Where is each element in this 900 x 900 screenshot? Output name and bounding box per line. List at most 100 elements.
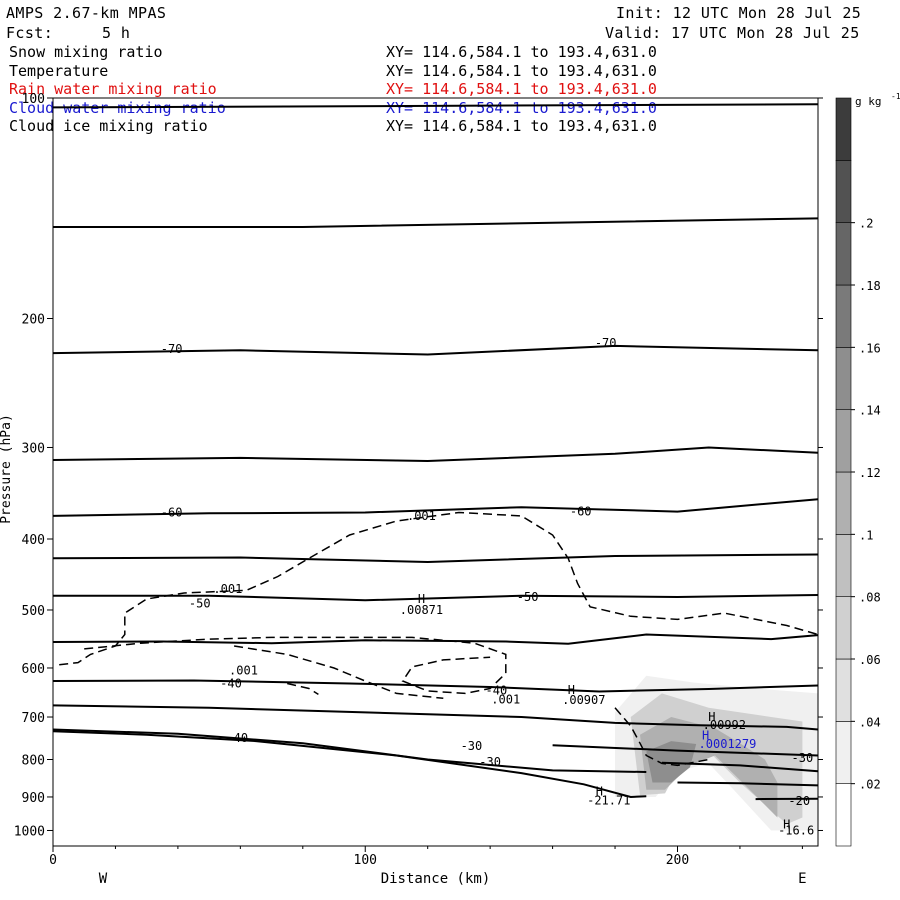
colorbar-segment xyxy=(835,97,852,161)
colorbar-tick-label: .04 xyxy=(859,715,881,729)
mixing-ratio-label: .001 xyxy=(407,509,436,523)
colorbar-segment xyxy=(835,222,852,286)
temperature-contour-label: -20 xyxy=(788,794,810,808)
field-xy-range: XY= 114.6,584.1 to 193.4,631.0 xyxy=(386,98,657,117)
temperature-contour xyxy=(552,744,819,757)
colorbar-units-exponent: -1 xyxy=(891,92,900,101)
x-axis-label: Distance (km) xyxy=(381,871,491,887)
colorbar-segment xyxy=(835,658,852,722)
plot-frame xyxy=(52,97,819,847)
y-tick-label: 1000 xyxy=(14,824,45,839)
snow-mixing-ratio-contour xyxy=(59,511,819,666)
colorbar-segment xyxy=(835,409,852,473)
temperature-contour-label: -60 xyxy=(161,505,183,519)
colorbar-tick-label: .1 xyxy=(859,528,873,542)
temperature-contour-label: -30 xyxy=(461,739,483,753)
temperature-contour xyxy=(52,553,819,564)
colorbar-segment xyxy=(835,160,852,223)
mixing-ratio-label: .0001279 xyxy=(699,737,757,751)
y-tick-label: 600 xyxy=(22,662,45,677)
east-label: E xyxy=(798,871,806,887)
colorbar-tick-label: .08 xyxy=(859,591,881,605)
snow-mixing-ratio-contour xyxy=(233,645,444,700)
y-tick-label: 500 xyxy=(22,604,45,619)
x-tick-label: 100 xyxy=(354,853,377,868)
y-tick-label: 300 xyxy=(22,441,45,456)
mixing-ratio-label: .00907 xyxy=(562,693,605,707)
mixing-ratio-label: .00992 xyxy=(703,718,746,732)
field-name: Cloud ice mixing ratio xyxy=(9,117,208,135)
field-xy-range: XY= 114.6,584.1 to 193.4,631.0 xyxy=(386,117,657,135)
snow-mixing-ratio-contour xyxy=(84,636,507,695)
forecast-hour: 5 h xyxy=(102,24,131,42)
temperature-contour-label: -40 xyxy=(486,683,508,697)
temperature-contour xyxy=(53,217,819,228)
colorbar-segment xyxy=(835,534,852,597)
temperature-contour-label: -70 xyxy=(161,342,183,356)
maximum-marker: H xyxy=(418,592,425,606)
field-xy-range: XY= 114.6,584.1 to 193.4,631.0 xyxy=(386,80,657,98)
field-name: Rain water mixing ratio xyxy=(9,80,217,98)
colorbar-tick-label: .12 xyxy=(859,466,881,480)
y-tick-label: 200 xyxy=(22,312,45,327)
temperature-contour-label: -40 xyxy=(226,731,248,745)
valid-time: Valid: 17 UTC Mon 28 Jul 25 xyxy=(605,24,860,42)
maximum-marker: H xyxy=(702,729,709,743)
colorbar-tick-label: .06 xyxy=(859,653,881,667)
field-name: Snow mixing ratio xyxy=(9,43,163,61)
colorbar-tick-label: .16 xyxy=(859,341,881,355)
temperature-contour xyxy=(52,446,819,463)
y-tick-label: 800 xyxy=(22,753,45,768)
y-tick-label: 900 xyxy=(22,791,45,806)
colorbar-tick-label: .02 xyxy=(859,778,881,792)
temperature-contour xyxy=(52,728,647,773)
temperature-contour xyxy=(52,679,819,693)
temperature-contour xyxy=(52,344,819,356)
colorbar-segment xyxy=(835,471,852,535)
temperature-contour xyxy=(52,633,819,645)
temperature-contour-label: -40 xyxy=(220,677,242,691)
temperature-contour-label: -21.71 xyxy=(587,793,630,807)
model-title: AMPS 2.67-km MPAS xyxy=(6,4,167,22)
field-name: Temperature xyxy=(9,61,109,80)
mixing-ratio-label: .001 xyxy=(229,664,258,678)
y-tick-label: 700 xyxy=(22,711,45,726)
init-time: Init: 12 UTC Mon 28 Jul 25 xyxy=(616,4,862,22)
temperature-contour-label: -30 xyxy=(479,755,501,769)
y-axis-label: Pressure (hPa) xyxy=(0,414,14,524)
x-tick-label: 0 xyxy=(49,853,57,868)
snow-mixing-ratio-contour xyxy=(287,682,319,696)
colorbar-segment xyxy=(835,721,852,784)
field-xy-range: XY= 114.6,584.1 to 193.4,631.0 xyxy=(386,61,657,80)
temperature-contour xyxy=(52,704,819,731)
colorbar-segment xyxy=(835,347,852,410)
temperature-contour-label: -50 xyxy=(517,590,539,604)
colorbar-segment xyxy=(835,284,852,348)
y-tick-label: 400 xyxy=(22,533,45,548)
temperature-contour xyxy=(52,730,647,799)
temperature-contour xyxy=(677,781,819,787)
maximum-marker: H xyxy=(568,683,575,697)
temperature-contour xyxy=(52,498,819,517)
mixing-ratio-label: .001 xyxy=(213,582,242,596)
temperature-contour-label: -16.6 xyxy=(778,823,814,837)
snow-mixing-ratio-contour xyxy=(614,707,709,767)
colorbar-tick-label: .18 xyxy=(859,279,881,293)
forecast-label: Fcst: xyxy=(6,24,54,42)
temperature-contour-label: -60 xyxy=(570,505,592,519)
colorbar-segment xyxy=(835,596,852,660)
colorbar-tick-label: .14 xyxy=(859,404,881,418)
temperature-contour-label: -30 xyxy=(792,751,814,765)
temperature-contour xyxy=(53,594,819,602)
temperature-contour-label: -50 xyxy=(189,597,211,611)
y-tick-label: 100 xyxy=(22,92,45,107)
colorbar-tick-label: .2 xyxy=(859,217,873,231)
mixing-ratio-label: .001 xyxy=(491,693,520,707)
colorbar-segment xyxy=(835,783,852,847)
mixing-ratio-label: .00871 xyxy=(400,603,443,617)
maximum-marker: H xyxy=(783,818,790,832)
west-label: W xyxy=(99,871,108,887)
temperature-contour xyxy=(52,103,819,109)
colorbar-units: g kg xyxy=(855,95,882,108)
